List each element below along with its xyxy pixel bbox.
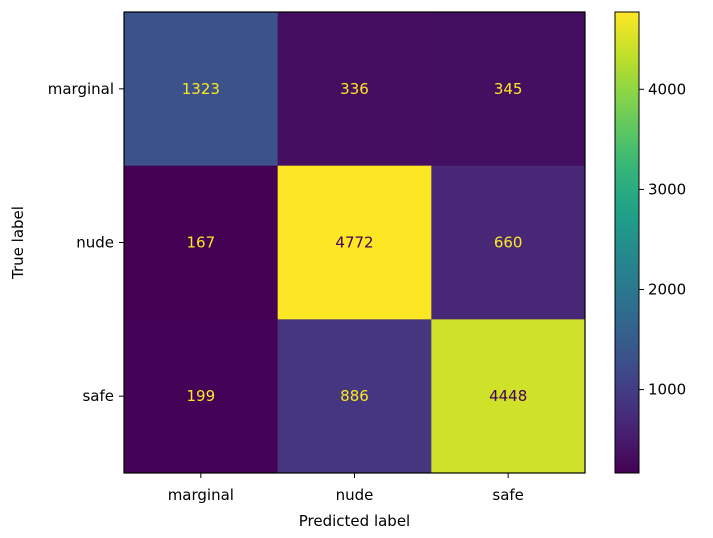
y-tick-label: nude (76, 234, 114, 252)
heatmap-cell (431, 319, 586, 474)
heatmap-cell (124, 12, 279, 167)
y-axis-ticks: marginal nude safe (48, 80, 124, 405)
heatmap-cell (124, 165, 279, 320)
x-tick-label: marginal (168, 486, 234, 504)
cell-value-label: 886 (340, 387, 369, 405)
y-tick-label: marginal (48, 80, 114, 98)
y-axis-label: True label (9, 206, 27, 280)
cell-value-label: 199 (187, 387, 216, 405)
heatmap-cell (431, 165, 586, 320)
cell-value-label: 345 (494, 80, 523, 98)
heatmap-cell (124, 319, 279, 474)
cell-value-label: 1323 (182, 80, 220, 98)
colorbar-tick-label: 2000 (648, 281, 686, 299)
heatmap-cell (431, 12, 586, 167)
heatmap-cells (124, 12, 586, 474)
colorbar (614, 11, 640, 474)
cell-value-label: 336 (340, 80, 369, 98)
colorbar-tick-label: 4000 (648, 80, 686, 98)
cell-value-label: 660 (494, 234, 523, 252)
cell-value-labels: 1323 336 345 167 4772 660 199 886 4448 (182, 80, 528, 405)
colorbar-tick-label: 3000 (648, 180, 686, 198)
x-tick-label: nude (336, 486, 374, 504)
x-axis-label: Predicted label (299, 512, 410, 530)
heatmap-cell (277, 165, 432, 320)
colorbar-tick-label: 1000 (648, 381, 686, 399)
x-tick-label: safe (492, 486, 524, 504)
cell-value-label: 4448 (489, 387, 527, 405)
heatmap-cell (277, 12, 432, 167)
heatmap-cell (277, 319, 432, 474)
cell-value-label: 4772 (335, 234, 373, 252)
x-axis-ticks: marginal nude safe (168, 473, 524, 504)
y-tick-label: safe (82, 387, 114, 405)
cell-value-label: 167 (187, 234, 216, 252)
colorbar-ticks: 1000 2000 3000 4000 (639, 80, 686, 399)
